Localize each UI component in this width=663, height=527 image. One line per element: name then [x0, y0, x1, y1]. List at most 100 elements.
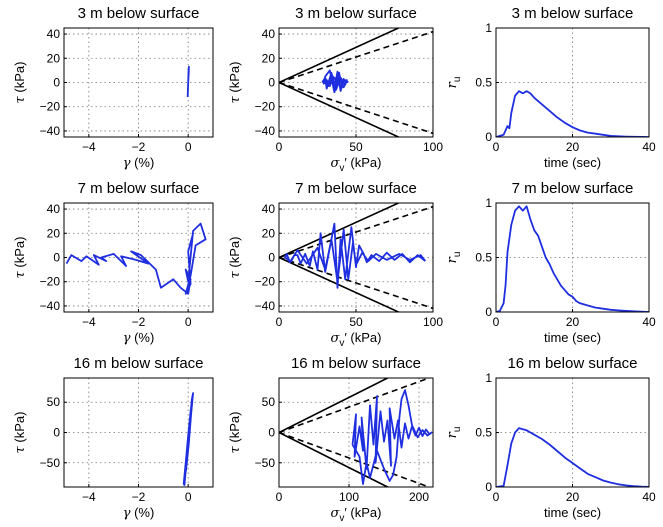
y-tick-label: 20 — [262, 51, 276, 65]
y-tick-label: 20 — [262, 226, 276, 240]
y-axis-symbol: r — [445, 81, 460, 88]
x-axis-symbol: σ — [331, 331, 341, 346]
x-tick-label: 0 — [276, 490, 283, 504]
y-axis-unit: (kPa) — [12, 237, 27, 272]
y-axis-symbol: τ — [228, 270, 243, 278]
y-axis-label: τ (kPa) — [12, 237, 28, 279]
subplot-title: 7 m below surface — [295, 180, 417, 197]
subplot-9: 0 20 40 0 0.5 1 16 m below surface time (sec) ru — [445, 355, 656, 520]
x-axis-symbol: γ — [123, 156, 131, 171]
x-tick-label: −4 — [82, 490, 96, 504]
y-tick-label: 40 — [47, 202, 61, 216]
subplot-8: 0 100 200 −50 0 50 16 m below surface σv′ (kPa)… — [227, 355, 434, 524]
x-tick-label: 100 — [339, 490, 359, 504]
x-axis-unit: time (sec) — [544, 155, 601, 170]
y-tick-label: 0 — [53, 251, 60, 265]
y-tick-label: 0 — [485, 130, 492, 144]
y-tick-label: 0 — [268, 76, 275, 90]
x-tick-label: 0 — [276, 140, 283, 154]
y-axis-label: ru — [445, 252, 463, 264]
envelope-line-dashed — [279, 205, 433, 259]
x-tick-label: −4 — [82, 315, 96, 329]
y-tick-label: −50 — [255, 456, 276, 470]
x-axis-unit: time (sec) — [544, 505, 601, 520]
x-tick-label: 0 — [276, 315, 283, 329]
subplot-title: 16 m below surface — [507, 355, 637, 372]
x-axis-prime: ′ — [344, 505, 347, 520]
y-tick-label: 0 — [268, 426, 275, 440]
y-tick-label: 20 — [47, 226, 61, 240]
subplot-title: 3 m below surface — [78, 5, 200, 22]
x-tick-label: 20 — [566, 315, 580, 329]
y-axis-label: τ (kPa) — [227, 412, 243, 454]
x-axis-unit: (%) — [130, 330, 154, 345]
y-axis-symbol: r — [445, 256, 460, 263]
x-axis-unit: (kPa) — [347, 505, 382, 520]
y-axis-label: ru — [445, 77, 463, 89]
data-series-1 — [182, 392, 195, 486]
y-tick-label: 0 — [485, 480, 492, 494]
y-tick-label: −40 — [40, 299, 61, 313]
x-axis-unit: (%) — [130, 505, 154, 520]
x-axis-subscript: v — [339, 163, 344, 174]
data-series-1 — [351, 389, 433, 485]
y-tick-label: 0 — [53, 76, 60, 90]
x-axis-label: γ (%) — [123, 330, 155, 346]
subplot-title: 7 m below surface — [512, 180, 634, 197]
y-tick-label: 1 — [485, 196, 492, 210]
x-tick-label: 20 — [566, 490, 580, 504]
y-axis-label: τ (kPa) — [227, 62, 243, 104]
y-axis-subscript: u — [452, 77, 463, 83]
y-tick-label: 0.5 — [475, 426, 492, 440]
y-tick-label: 0.5 — [475, 251, 492, 265]
subplot-title: 3 m below surface — [295, 5, 417, 22]
y-tick-label: 50 — [47, 395, 61, 409]
y-axis-unit: (kPa) — [12, 412, 27, 447]
y-axis-symbol: τ — [228, 445, 243, 453]
y-tick-label: 1 — [485, 21, 492, 35]
y-tick-label: −20 — [255, 100, 276, 114]
y-axis-subscript: u — [452, 427, 463, 433]
x-axis-unit: time (sec) — [544, 330, 601, 345]
x-axis-label: σv′ (kPa) — [331, 505, 382, 524]
x-tick-label: 0 — [185, 140, 192, 154]
x-axis-prime: ′ — [344, 155, 347, 170]
envelope-line-solid — [279, 28, 401, 84]
data-series-1 — [496, 90, 649, 137]
y-axis-subscript: u — [452, 252, 463, 258]
x-tick-label: −2 — [132, 140, 146, 154]
x-tick-label: 100 — [423, 140, 443, 154]
x-tick-label: −2 — [132, 315, 146, 329]
x-tick-label: 40 — [642, 490, 656, 504]
envelope-line-solid — [279, 256, 401, 312]
subplot-7: −4 −2 0 −50 0 50 16 m below surface γ (%) τ (kPa… — [12, 355, 214, 521]
subplot-2: 0 50 100 −40 −20 0 20 40 3 m below surface σv′ (k… — [227, 5, 443, 174]
data-series-1 — [284, 222, 427, 289]
y-axis-symbol: τ — [13, 95, 28, 103]
envelope-line-dashed — [279, 30, 433, 84]
y-tick-label: 0 — [485, 305, 492, 319]
subplot-title: 16 m below surface — [73, 355, 203, 372]
subplot-3: 0 20 40 0 0.5 1 3 m below surface time (sec) ru — [445, 5, 656, 170]
y-axis-label: τ (kPa) — [227, 237, 243, 279]
y-tick-label: −40 — [255, 124, 276, 138]
y-axis-label: ru — [445, 427, 463, 439]
data-series-1 — [496, 427, 649, 487]
y-tick-label: −20 — [255, 275, 276, 289]
x-tick-label: 0 — [493, 140, 500, 154]
y-tick-label: 0 — [268, 251, 275, 265]
y-tick-label: 0 — [53, 426, 60, 440]
x-axis-symbol: γ — [123, 506, 131, 521]
y-tick-label: 1 — [485, 371, 492, 385]
x-tick-label: −2 — [132, 490, 146, 504]
y-axis-unit: (kPa) — [227, 412, 242, 447]
y-tick-label: −50 — [40, 456, 61, 470]
x-axis-symbol: σ — [331, 506, 341, 521]
envelope-line-solid — [279, 81, 401, 137]
data-series-1 — [186, 65, 190, 98]
subplot-title: 7 m below surface — [78, 180, 200, 197]
x-tick-label: 20 — [566, 140, 580, 154]
y-axis-label: τ (kPa) — [12, 412, 28, 454]
x-axis-symbol: γ — [123, 331, 131, 346]
